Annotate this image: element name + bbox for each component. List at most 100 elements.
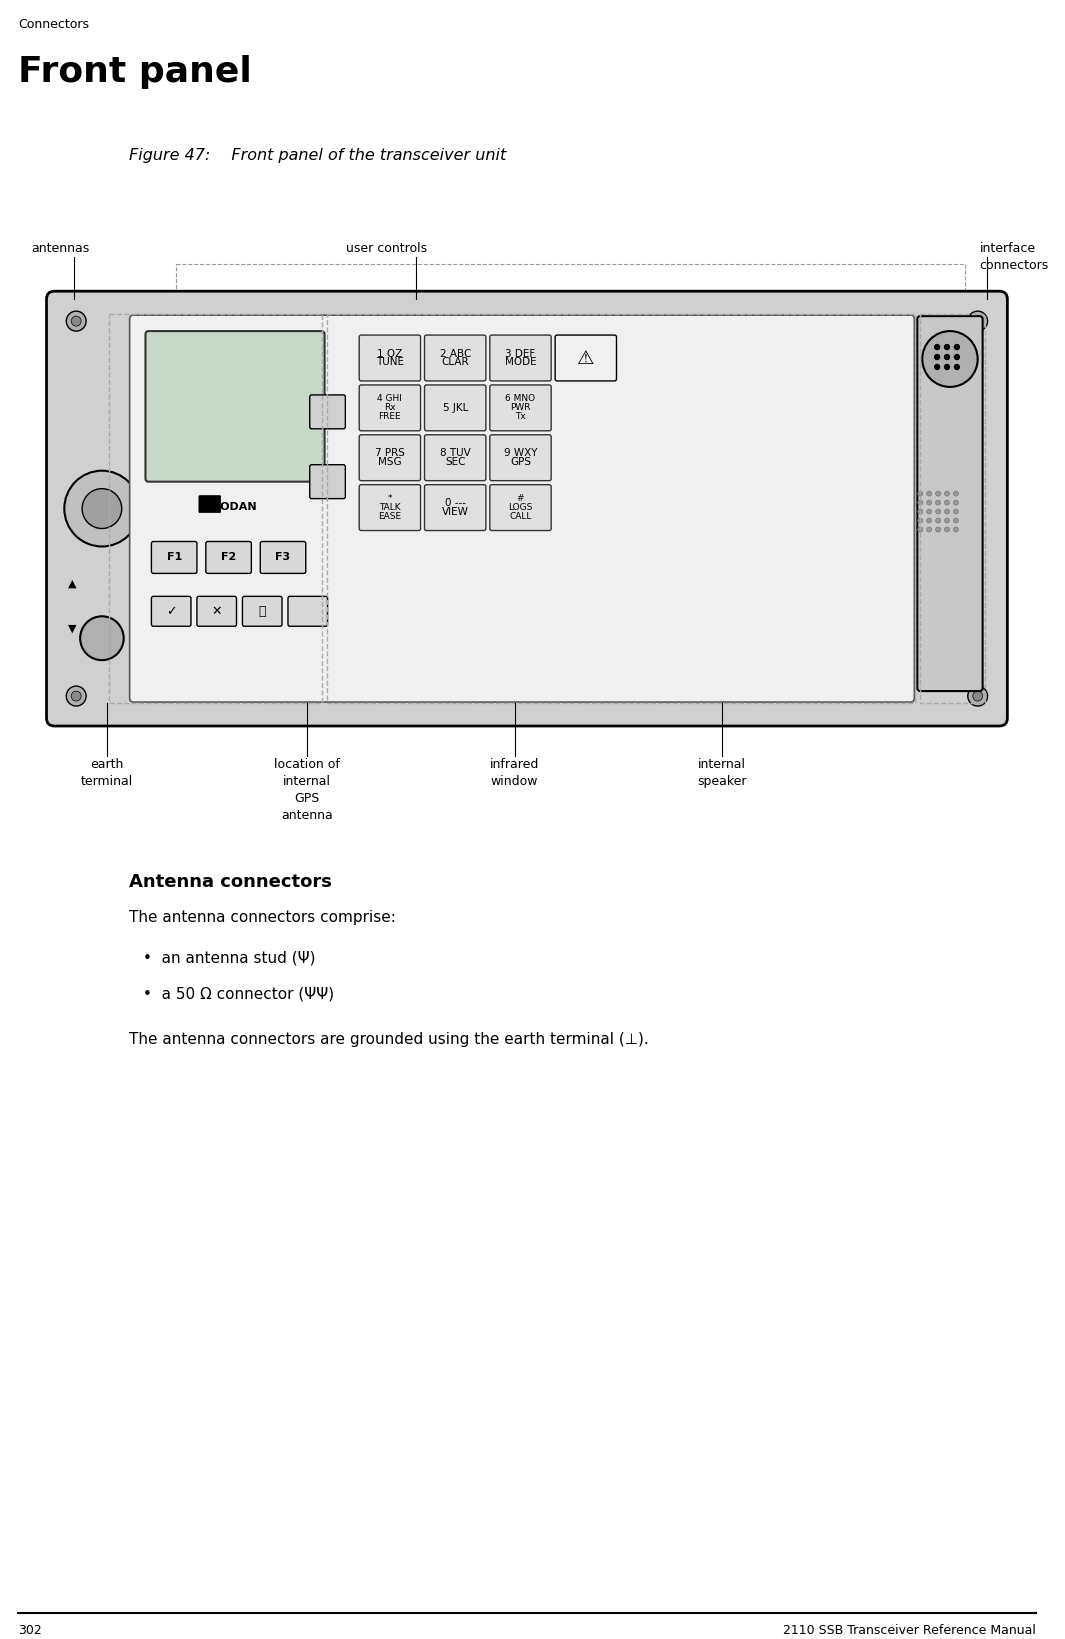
Text: F3: F3 — [276, 552, 291, 562]
Text: ✓: ✓ — [166, 605, 177, 618]
Circle shape — [918, 528, 922, 533]
Text: TALK: TALK — [379, 503, 400, 511]
Text: 5 JKL: 5 JKL — [442, 403, 468, 413]
Circle shape — [936, 510, 940, 515]
Circle shape — [927, 492, 932, 497]
Circle shape — [71, 316, 81, 326]
Text: CLAR: CLAR — [441, 357, 469, 367]
Text: LOGS: LOGS — [508, 503, 532, 511]
Text: ✕: ✕ — [212, 605, 222, 618]
FancyBboxPatch shape — [555, 334, 617, 380]
Circle shape — [66, 687, 86, 706]
Circle shape — [918, 518, 922, 523]
Text: 4 GHI: 4 GHI — [377, 395, 403, 403]
FancyBboxPatch shape — [490, 485, 552, 531]
Circle shape — [936, 518, 940, 523]
Circle shape — [953, 528, 959, 533]
Circle shape — [945, 500, 950, 505]
Circle shape — [64, 470, 140, 546]
Text: 9 WXY: 9 WXY — [504, 447, 537, 459]
Circle shape — [954, 354, 960, 359]
Text: 2110 SSB Transceiver Reference Manual: 2110 SSB Transceiver Reference Manual — [783, 1624, 1036, 1636]
Circle shape — [945, 510, 950, 515]
FancyBboxPatch shape — [288, 597, 328, 626]
Text: infrared
window: infrared window — [490, 757, 539, 788]
Circle shape — [945, 528, 950, 533]
FancyBboxPatch shape — [47, 292, 1007, 726]
Text: ▼: ▼ — [68, 623, 77, 633]
FancyBboxPatch shape — [151, 541, 197, 574]
Circle shape — [918, 500, 922, 505]
FancyBboxPatch shape — [243, 597, 282, 626]
Circle shape — [945, 354, 950, 359]
Circle shape — [953, 518, 959, 523]
Text: Tx: Tx — [515, 413, 526, 421]
FancyBboxPatch shape — [490, 385, 552, 431]
Circle shape — [935, 364, 939, 369]
Text: earth
terminal: earth terminal — [81, 757, 133, 788]
Circle shape — [972, 692, 983, 701]
Circle shape — [936, 528, 940, 533]
Circle shape — [927, 518, 932, 523]
Circle shape — [82, 488, 121, 528]
Text: Antenna connectors: Antenna connectors — [129, 872, 331, 890]
Text: ▲: ▲ — [68, 579, 77, 588]
Text: •  a 50 Ω connector (ΨΨ): • a 50 Ω connector (ΨΨ) — [144, 987, 334, 1001]
FancyBboxPatch shape — [197, 597, 236, 626]
Text: Front panel: Front panel — [18, 54, 251, 89]
Text: 6 MNO: 6 MNO — [506, 395, 536, 403]
FancyBboxPatch shape — [359, 334, 421, 380]
Text: location of
internal
GPS
antenna: location of internal GPS antenna — [274, 757, 340, 821]
Circle shape — [935, 354, 939, 359]
Circle shape — [953, 510, 959, 515]
Text: ⚠: ⚠ — [577, 349, 594, 367]
Text: PWR: PWR — [510, 403, 530, 413]
Text: *: * — [388, 493, 392, 503]
Circle shape — [71, 692, 81, 701]
Text: 8 TUV: 8 TUV — [440, 447, 471, 459]
Text: Rx: Rx — [384, 403, 396, 413]
Circle shape — [66, 311, 86, 331]
Text: FREE: FREE — [378, 413, 402, 421]
FancyBboxPatch shape — [490, 434, 552, 480]
FancyBboxPatch shape — [199, 495, 220, 513]
Text: interface
connectors: interface connectors — [980, 243, 1049, 272]
Circle shape — [918, 492, 922, 497]
Circle shape — [968, 311, 987, 331]
FancyBboxPatch shape — [425, 485, 486, 531]
Text: 1 OZ: 1 OZ — [377, 349, 403, 359]
Circle shape — [945, 364, 950, 369]
FancyBboxPatch shape — [310, 465, 345, 498]
Circle shape — [936, 500, 940, 505]
FancyBboxPatch shape — [146, 331, 325, 482]
FancyBboxPatch shape — [917, 316, 983, 692]
FancyBboxPatch shape — [359, 434, 421, 480]
FancyBboxPatch shape — [359, 385, 421, 431]
Text: F2: F2 — [220, 552, 236, 562]
FancyBboxPatch shape — [260, 541, 306, 574]
Circle shape — [954, 364, 960, 369]
Text: F1: F1 — [166, 552, 182, 562]
Circle shape — [945, 492, 950, 497]
Circle shape — [922, 331, 978, 387]
Circle shape — [953, 500, 959, 505]
Circle shape — [936, 492, 940, 497]
Circle shape — [968, 687, 987, 706]
Circle shape — [945, 518, 950, 523]
Text: internal
speaker: internal speaker — [698, 757, 748, 788]
Text: ⌕: ⌕ — [259, 605, 266, 618]
FancyBboxPatch shape — [425, 434, 486, 480]
Text: CALL: CALL — [509, 511, 531, 521]
Text: 0 ---: 0 --- — [445, 498, 465, 508]
Text: Figure 47:  Front panel of the transceiver unit: Figure 47: Front panel of the transceive… — [129, 148, 506, 162]
Text: user controls: user controls — [346, 243, 427, 256]
Text: 2 ABC: 2 ABC — [440, 349, 471, 359]
Text: Connectors: Connectors — [18, 18, 88, 31]
FancyBboxPatch shape — [130, 315, 915, 701]
Text: •  an antenna stud (Ψ): • an antenna stud (Ψ) — [144, 951, 316, 965]
FancyBboxPatch shape — [310, 395, 345, 429]
FancyBboxPatch shape — [490, 334, 552, 380]
Text: 302: 302 — [18, 1624, 42, 1636]
Text: 3 DEF: 3 DEF — [506, 349, 536, 359]
Circle shape — [80, 616, 124, 661]
